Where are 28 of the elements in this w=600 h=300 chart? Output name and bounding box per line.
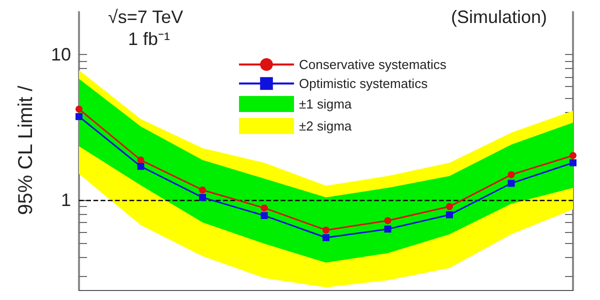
point <box>570 152 576 159</box>
point <box>137 162 144 170</box>
point <box>260 212 268 220</box>
y-tick-label: 10 <box>50 44 71 64</box>
point <box>76 106 82 113</box>
annotation: √s=7 TeV <box>108 7 184 27</box>
point <box>137 156 144 164</box>
legend-label: Optimistic systematics <box>299 76 428 91</box>
point <box>384 226 392 233</box>
legend-label: ±2 sigma <box>299 118 352 134</box>
point <box>446 203 453 210</box>
point <box>322 234 330 242</box>
point <box>508 171 515 178</box>
point <box>199 186 206 194</box>
annotation: (Simulation) <box>450 7 547 27</box>
annotation: 1 fb⁻¹ <box>128 29 170 49</box>
point <box>260 204 268 212</box>
point <box>508 180 515 187</box>
point <box>76 113 82 120</box>
point <box>384 217 392 224</box>
y-tick-label: 1 <box>60 190 71 210</box>
point <box>322 226 330 234</box>
point <box>199 194 206 201</box>
point <box>446 211 453 218</box>
legend-label: Conservative systematics <box>299 57 447 72</box>
legend-label: ±1 sigma <box>299 96 352 112</box>
point <box>570 159 576 166</box>
y-axis-title: 95% CL Limit / <box>15 85 37 216</box>
